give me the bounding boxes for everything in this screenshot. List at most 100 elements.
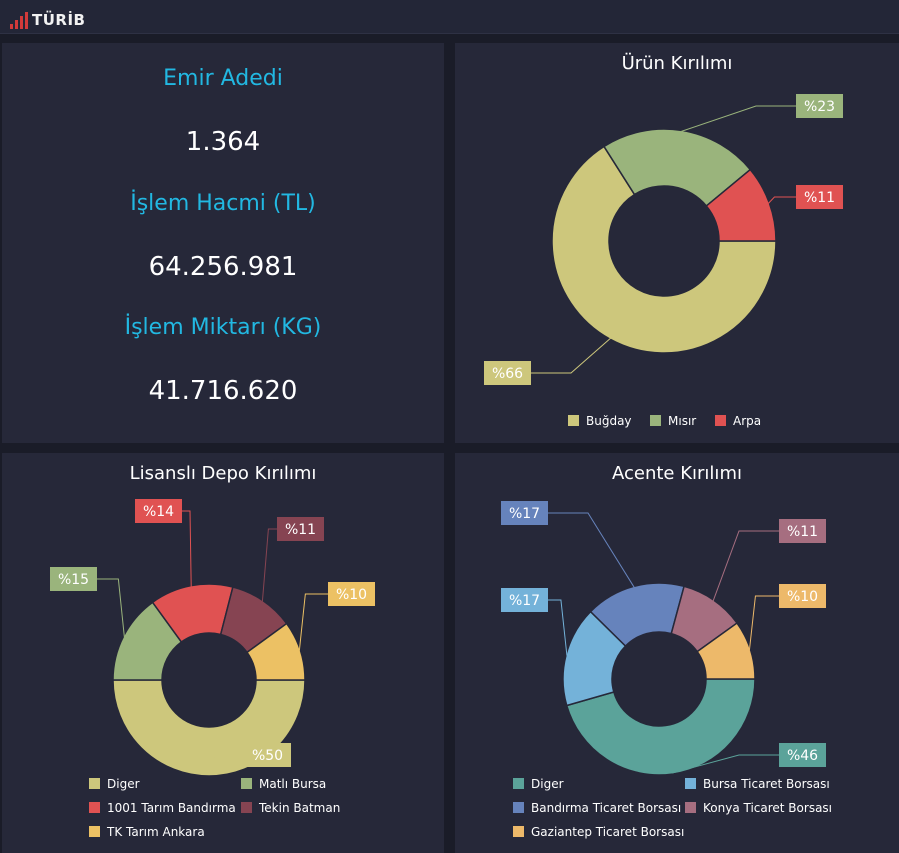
callout-line-bugday — [531, 337, 611, 374]
data-label-box-matli-bursa — [50, 567, 97, 591]
data-label-gaziantep-ticaret-borsasi: %10 — [787, 589, 818, 605]
data-label-arpa: %11 — [804, 190, 835, 206]
trade-volume-value: 64.256.981 — [148, 252, 298, 282]
data-label-tk-tarim-ankara: %10 — [336, 587, 367, 603]
data-label-box-gaziantep-ticaret-borsasi — [779, 584, 826, 608]
legend-label: Bursa Ticaret Borsası — [703, 777, 830, 791]
slice-gaziantep-ticaret-borsasi[interactable] — [696, 622, 756, 680]
legend-label: TK Tarım Ankara — [106, 825, 205, 839]
legend-label: 1001 Tarım Bandırma — [107, 801, 236, 815]
data-label-bugday: %66 — [492, 366, 523, 382]
callout-line-tk-tarim-ankara — [298, 593, 328, 651]
callout-line-misir — [681, 105, 796, 132]
callout-line-gaziantep-ticaret-borsasi — [748, 595, 779, 650]
slice-tk-tarim-ankara[interactable] — [245, 622, 306, 681]
legend-label: Buğday — [586, 414, 632, 428]
callout-line-bandirma-ticaret-borsasi — [548, 512, 635, 588]
legend-item-bursa-ticaret-borsasi[interactable]: Bursa Ticaret Borsası — [685, 777, 830, 791]
urun-kirilimi-chart: Ürün Kırılımı %66 %23 %11 Buğday Mısır Arpa — [484, 52, 843, 428]
turib-logo[interactable]: TÜRİB — [10, 7, 85, 29]
chart-title: Acente Kırılımı — [612, 463, 742, 484]
legend-item-misir[interactable]: Mısır — [650, 414, 696, 428]
legend-label: Diger — [107, 777, 140, 791]
data-label-box-arpa — [796, 185, 843, 209]
legend-swatch — [568, 415, 579, 426]
legend-swatch — [241, 802, 252, 813]
callout-line-konya-ticaret-borsasi — [712, 530, 779, 602]
legend-label: Mısır — [668, 414, 696, 428]
data-label-box-1001-tarim-bandirma — [135, 499, 182, 523]
legend-item-gaziantep-ticaret-borsasi[interactable]: Gaziantep Ticaret Borsası — [513, 825, 684, 839]
legend-item-bandirma-ticaret-borsasi[interactable]: Bandırma Ticaret Borsası — [513, 801, 681, 815]
legend-item-diger[interactable]: Diger — [89, 777, 140, 791]
data-label-box-tk-tarim-ankara — [328, 582, 375, 606]
legend-swatch — [715, 415, 726, 426]
data-label-box-konya-ticaret-borsasi — [779, 519, 826, 543]
legend-label: Bandırma Ticaret Borsası — [531, 801, 681, 815]
callout-line-bursa-ticaret-borsasi — [548, 599, 568, 656]
data-label-1001-tarim-bandirma: %14 — [143, 504, 174, 520]
trade-quantity-value: 41.716.620 — [148, 376, 298, 406]
slice-diger[interactable] — [565, 678, 756, 776]
logo-bars-icon — [10, 11, 28, 29]
chart-title: Lisanslı Depo Kırılımı — [130, 463, 317, 484]
data-label-box-diger — [779, 743, 826, 767]
data-label-matli-bursa: %15 — [58, 572, 89, 588]
legend-swatch — [685, 778, 696, 789]
legend-swatch — [89, 802, 100, 813]
data-label-box-misir — [796, 94, 843, 118]
legend-label: Gaziantep Ticaret Borsası — [531, 825, 684, 839]
data-label-bandirma-ticaret-borsasi: %17 — [509, 506, 540, 522]
legend-swatch — [89, 778, 100, 789]
legend-item-tk-tarim-ankara[interactable]: TK Tarım Ankara — [89, 825, 205, 839]
legend-swatch — [685, 802, 696, 813]
legend-label: Diger — [531, 777, 564, 791]
data-label-diger: %46 — [787, 748, 818, 764]
legend-item-matli-bursa[interactable]: Matlı Bursa — [241, 777, 326, 791]
legend-swatch — [513, 802, 524, 813]
callout-line-diger — [208, 754, 244, 776]
legend-item-tekin-batman[interactable]: Tekin Batman — [241, 801, 340, 815]
callout-line-1001-tarim-bandirma — [182, 510, 192, 587]
data-label-box-bandirma-ticaret-borsasi — [501, 501, 548, 525]
data-label-box-diger — [244, 743, 291, 767]
trade-quantity-label: İşlem Miktarı (KG) — [124, 315, 322, 340]
data-label-box-tekin-batman — [277, 517, 324, 541]
order-count-label: Emir Adedi — [163, 66, 283, 91]
legend-item-konya-ticaret-borsasi[interactable]: Konya Ticaret Borsası — [685, 801, 832, 815]
acente-kirilimi-chart: Acente Kırılımı %46 %17 %17 %11 %10 Diger Bursa… — [501, 463, 832, 839]
legend-swatch — [650, 415, 661, 426]
legend-swatch — [89, 826, 100, 837]
callout-line-arpa — [768, 196, 796, 204]
data-label-konya-ticaret-borsasi: %11 — [787, 524, 818, 540]
data-label-misir: %23 — [804, 99, 835, 115]
data-label-box-bursa-ticaret-borsasi — [501, 588, 548, 612]
legend-swatch — [513, 826, 524, 837]
slice-arpa[interactable] — [705, 168, 777, 242]
chart-title: Ürün Kırılımı — [622, 52, 733, 74]
slice-misir[interactable] — [602, 128, 752, 207]
legend-label: Arpa — [733, 414, 761, 428]
callout-line-tekin-batman — [261, 528, 277, 602]
lisansli-depo-kirilimi-chart: Lisanslı Depo Kırılımı %50 %15 %14 %11 %10 Dig… — [50, 463, 375, 839]
legend-item-bugday[interactable]: Buğday — [568, 414, 632, 428]
trade-volume-label: İşlem Hacmi (TL) — [130, 191, 316, 216]
legend-item-1001-tarim-bandirma[interactable]: 1001 Tarım Bandırma — [89, 801, 236, 815]
order-count-value: 1.364 — [185, 127, 261, 157]
slice-bugday[interactable] — [551, 145, 777, 354]
legend-item-diger[interactable]: Diger — [513, 777, 564, 791]
data-label-tekin-batman: %11 — [285, 522, 316, 538]
legend-label: Konya Ticaret Borsası — [703, 801, 832, 815]
callout-line-matli-bursa — [97, 578, 125, 637]
legend-label: Matlı Bursa — [259, 777, 326, 791]
legend-item-arpa[interactable]: Arpa — [715, 414, 761, 428]
urun-kirilimi-panel: Ürün Kırılımı %66 %23 %11 Buğday Mısır Arpa — [455, 43, 899, 443]
data-label-diger: %50 — [252, 748, 283, 764]
legend-swatch — [241, 778, 252, 789]
legend-label: Tekin Batman — [258, 801, 340, 815]
acente-kirilimi-panel: Acente Kırılımı %46 %17 %17 %11 %10 Diger Bursa… — [455, 453, 899, 853]
top-bar: TÜRİB — [0, 0, 899, 34]
data-label-box-bugday — [484, 361, 531, 385]
callout-line-diger — [672, 754, 779, 774]
data-label-bursa-ticaret-borsasi: %17 — [509, 593, 540, 609]
